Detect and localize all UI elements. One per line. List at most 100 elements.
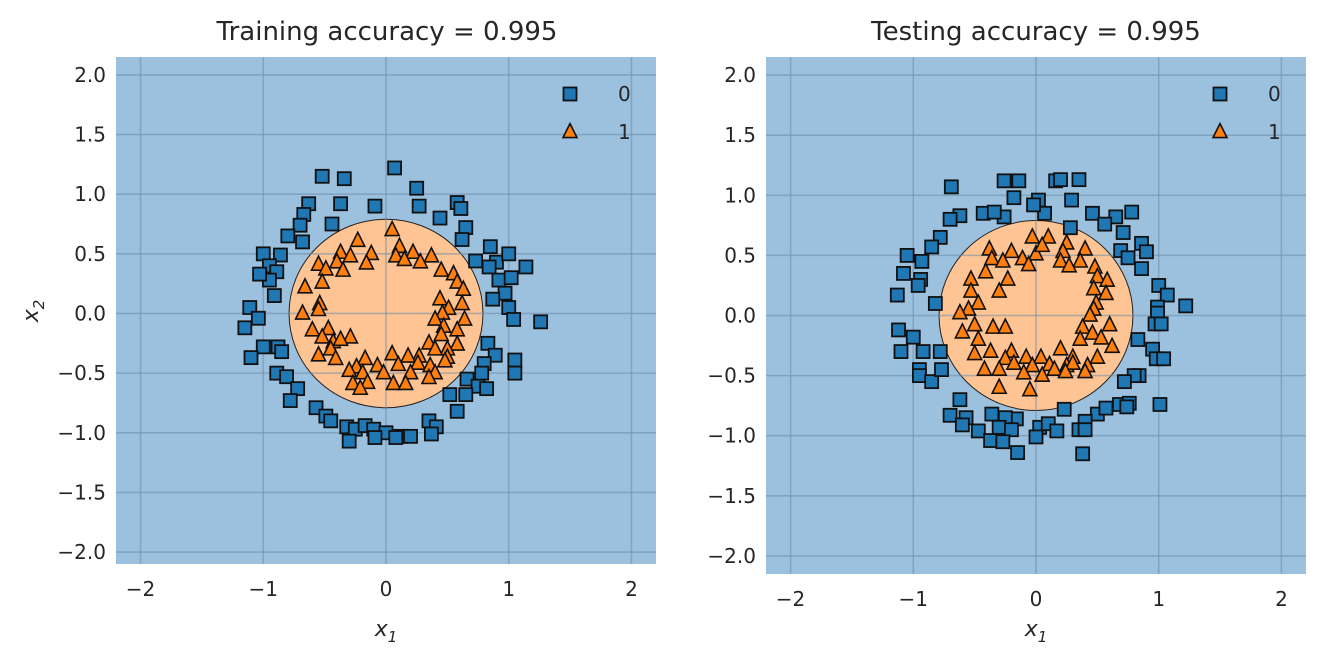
data-point-class-1	[397, 373, 414, 391]
data-point-class-1	[1074, 317, 1091, 334]
data-points	[237, 160, 549, 449]
data-point-class-1	[342, 327, 359, 344]
y-tick-label: −1.5	[57, 480, 106, 504]
data-point-class-0	[491, 272, 507, 288]
legend-label-1: 1	[1268, 120, 1281, 144]
data-point-class-1	[1089, 347, 1106, 364]
data-point-class-1	[344, 373, 362, 391]
data-point-class-0	[243, 350, 259, 366]
data-point-class-0	[497, 285, 513, 301]
xlabel: x1	[1024, 617, 1048, 646]
data-point-class-0	[927, 296, 943, 311]
data-point-class-0	[1178, 298, 1194, 314]
data-point-class-1	[294, 303, 311, 320]
data-point-class-0	[952, 392, 968, 408]
data-point-class-0	[1056, 401, 1072, 417]
data-point-class-0	[507, 352, 523, 368]
x-tick-label: 1	[1152, 587, 1165, 611]
data-point-class-0	[1028, 429, 1044, 445]
data-point-class-1	[1060, 256, 1078, 273]
data-point-class-1	[1085, 278, 1102, 296]
data-point-class-1	[420, 367, 438, 385]
data-point-class-0	[1115, 225, 1131, 240]
data-point-class-1	[962, 281, 980, 298]
data-point-class-1	[296, 277, 314, 294]
y-tick-label: 0.5	[724, 243, 756, 267]
data-point-class-1	[970, 329, 987, 346]
data-point-class-0	[1064, 192, 1079, 208]
y-tick-label: 0.0	[724, 304, 756, 328]
data-point-class-0	[279, 369, 294, 385]
xlabel-subscript: 1	[1038, 628, 1048, 646]
data-point-class-0	[891, 322, 906, 338]
data-point-class-1	[436, 351, 454, 368]
data-point-class-0	[914, 253, 930, 269]
training-plot: Training accuracy = 0.995 x2 x1 −2 −1 0 1 2−…	[19, 17, 656, 646]
data-point-class-1	[426, 339, 444, 356]
data-point-class-1	[396, 249, 413, 267]
data-point-class-1	[310, 345, 327, 362]
data-point-class-1	[1076, 239, 1094, 256]
data-points	[889, 172, 1194, 462]
data-point-class-0	[482, 239, 498, 255]
data-point-class-0	[501, 246, 517, 262]
data-point-class-0	[991, 419, 1007, 435]
data-point-class-0	[367, 198, 383, 214]
data-point-class-1	[383, 219, 401, 237]
data-point-class-1	[432, 260, 450, 277]
data-point-class-0	[252, 266, 267, 282]
legend: 01	[561, 82, 631, 144]
data-point-class-1	[977, 262, 994, 279]
data-point-class-1	[402, 362, 419, 380]
chart-title: Training accuracy = 0.995	[216, 17, 558, 47]
data-point-class-0	[1124, 204, 1140, 220]
data-point-class-0	[905, 329, 921, 345]
data-point-class-0	[507, 365, 523, 381]
data-point-class-1	[369, 355, 386, 373]
data-point-class-0	[1004, 422, 1019, 438]
data-point-class-0	[458, 387, 474, 403]
data-point-class-0	[388, 430, 404, 445]
data-point-class-1	[332, 329, 349, 347]
data-point-class-0	[449, 403, 465, 419]
data-point-class-0	[1062, 220, 1078, 236]
data-point-class-1	[349, 230, 367, 248]
data-point-class-0	[424, 426, 439, 442]
y-tick-label: −2.0	[707, 544, 756, 568]
data-point-class-0	[1075, 446, 1091, 462]
data-point-class-1	[310, 254, 327, 271]
data-point-class-0	[1011, 173, 1027, 189]
data-point-class-0	[1049, 423, 1065, 439]
xlabel-text: x	[1024, 617, 1039, 642]
data-point-class-1	[404, 242, 422, 260]
y-tick-label: −1.0	[707, 424, 756, 448]
y-tick-label: −0.5	[57, 361, 106, 385]
x-tick-label: 2	[625, 577, 638, 601]
data-point-class-0	[910, 278, 926, 293]
data-point-class-0	[295, 234, 310, 250]
data-point-class-0	[292, 217, 308, 233]
y-tick-label: 1.0	[74, 182, 106, 206]
data-point-class-1	[334, 260, 352, 277]
y-tick-label: 1.5	[74, 123, 106, 147]
data-point-class-1	[954, 322, 971, 339]
data-point-class-1	[354, 362, 371, 380]
data-point-class-0	[1006, 190, 1022, 206]
data-point-class-0	[986, 204, 1002, 220]
data-point-class-1	[984, 317, 1002, 334]
data-point-class-1	[342, 246, 359, 263]
data-point-class-0	[468, 253, 483, 269]
x-tick-label: −1	[249, 577, 278, 601]
data-point-class-1	[1039, 227, 1057, 244]
data-point-class-0	[341, 433, 357, 449]
data-point-class-1	[387, 246, 405, 263]
data-point-class-0	[924, 374, 940, 390]
data-point-class-0	[1134, 261, 1149, 277]
data-point-class-0	[996, 173, 1012, 189]
data-point-class-1	[1020, 254, 1037, 272]
data-point-class-0	[1159, 287, 1175, 303]
data-point-class-1	[1015, 363, 1033, 380]
data-point-class-0	[1097, 216, 1113, 232]
data-point-class-1	[1081, 305, 1099, 322]
data-point-class-1	[1033, 235, 1051, 253]
